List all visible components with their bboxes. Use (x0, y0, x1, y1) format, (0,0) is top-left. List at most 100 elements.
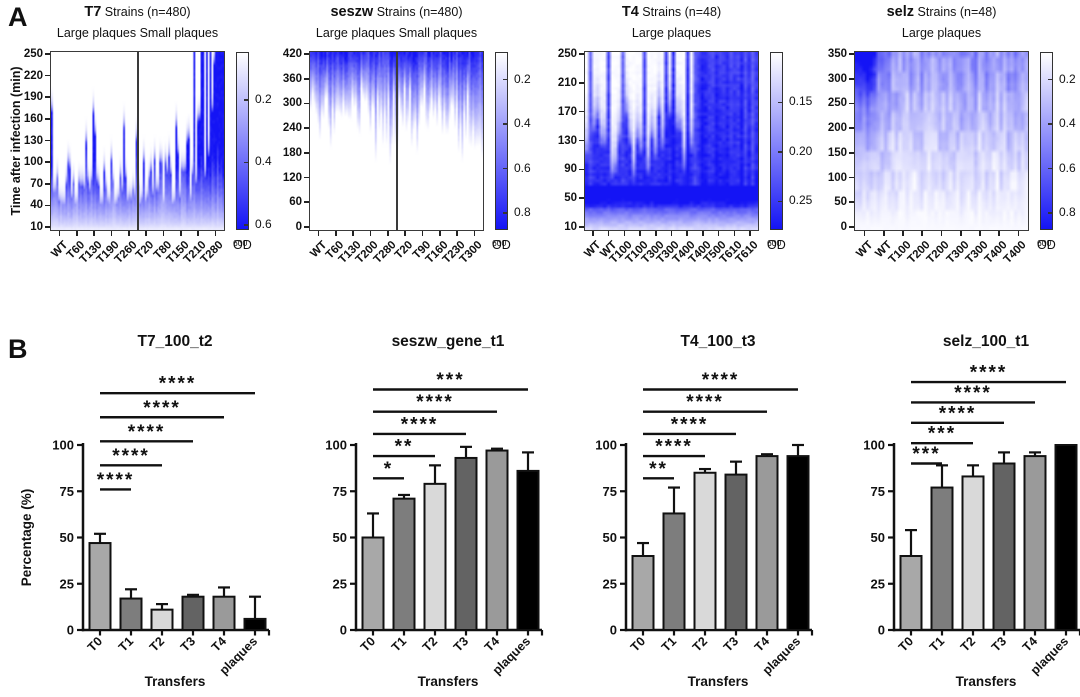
y-tick-label: 0 (610, 623, 617, 638)
y-tick-label: 75 (333, 484, 347, 499)
heatmap-canvas-t4 (584, 51, 758, 230)
y-tick-label: 200 (827, 122, 847, 135)
bar-plaques (1054, 444, 1078, 631)
y-tick-mark (578, 82, 584, 84)
y-tick-label: 240 (282, 122, 302, 135)
y-tick-mark (303, 53, 309, 55)
colorbar-tick-label: 0.8 (514, 205, 531, 220)
x-tick-label: WT (853, 239, 876, 261)
colorbar-tick-mark (503, 123, 507, 125)
y-tick-mark (303, 102, 309, 105)
bar-T4 (1023, 455, 1047, 631)
y-tick-mark (578, 226, 584, 228)
y-tick-label: 25 (333, 576, 347, 591)
y-tick-label: 250 (23, 48, 43, 60)
x-tick-label: T2 (147, 634, 167, 654)
x-tick-mark (921, 231, 924, 236)
colorbar-tick-label: 0.25 (789, 193, 813, 208)
y-tick-mark (848, 176, 854, 179)
heatmap-split-divider (395, 52, 398, 230)
heatmap-title-note: Strains (n=48) (914, 5, 997, 19)
y-tick-label: 250 (827, 97, 847, 110)
y-tick-mark (578, 110, 584, 113)
y-tick-label: 50 (60, 530, 74, 545)
bar-T1 (930, 486, 954, 631)
bar-plaques (786, 455, 810, 631)
x-tick-label: T2 (420, 634, 440, 654)
colorbar-tick-mark (1048, 123, 1052, 125)
significance-stars: **** (686, 392, 724, 413)
colorbar-tick-mark (778, 151, 782, 153)
y-tick-mark (848, 102, 854, 105)
y-tick-label: 130 (557, 134, 577, 147)
colorbar-tick-label: 0.2 (514, 71, 531, 86)
significance-stars: **** (416, 392, 454, 413)
y-tick-label: 100 (863, 438, 885, 453)
y-tick-mark (44, 182, 50, 185)
x-axis-title: Transfers (956, 674, 1017, 689)
colorbar-tick-label: 0.20 (789, 143, 813, 158)
bar-T3 (454, 456, 478, 631)
y-tick-label: 100 (52, 438, 74, 453)
x-tick-label: T1 (927, 634, 947, 654)
x-tick-mark (438, 231, 441, 236)
od-text: OD (1037, 238, 1056, 252)
x-tick-mark (639, 231, 641, 236)
y-tick-label: 60 (289, 196, 302, 209)
significance-stars: **** (97, 470, 135, 491)
bar-T0 (88, 542, 112, 631)
y-tick-label: 180 (282, 146, 302, 159)
colorbar-tick-mark (778, 101, 782, 104)
colorbar-tick-mark (244, 161, 248, 164)
y-tick-label: 300 (827, 72, 847, 85)
y-tick-label: 160 (23, 112, 43, 125)
x-tick-mark (702, 231, 704, 236)
x-tick-mark (369, 231, 372, 236)
x-axis-title: Transfers (145, 674, 206, 689)
y-tick-mark (578, 197, 584, 199)
y-tick-label: 25 (871, 576, 885, 591)
y-tick-mark (303, 226, 309, 228)
bar-chart-title: T7_100_t2 (138, 333, 213, 350)
significance-stars: *** (436, 370, 464, 391)
bar-T3 (181, 595, 205, 632)
y-tick-label: 220 (23, 69, 43, 82)
x-tick-mark (733, 231, 736, 236)
significance-stars: **** (954, 383, 992, 404)
heatmap-title-note: Strains (n=48) (638, 5, 722, 19)
significance-stars: *** (912, 444, 940, 465)
y-tick-label: 50 (834, 196, 847, 209)
heatmap-t4: T4 Strains (n=48) Large plaques 250 210 170 1… (540, 0, 813, 330)
y-tick-mark (303, 77, 309, 80)
y-tick-label: 0 (878, 623, 885, 638)
heatmap-title-name: selz (886, 4, 915, 20)
x-tick-label: T3 (178, 634, 198, 654)
y-tick-label: 75 (871, 484, 885, 499)
x-tick-label: T4 (209, 634, 229, 654)
y-tick-mark (578, 168, 584, 171)
y-tick-label: 360 (282, 72, 302, 85)
panel-a-label: A (8, 2, 28, 32)
x-tick-mark (421, 231, 424, 236)
bar-T0 (631, 555, 655, 631)
colorbar-tick-mark (244, 99, 248, 101)
colorbar-tick-mark (1048, 212, 1052, 214)
x-tick-mark (902, 231, 904, 236)
y-tick-label: 50 (603, 530, 617, 545)
significance-stars: *** (928, 424, 956, 445)
bar-chart-title: T4_100_t3 (681, 333, 756, 350)
bar-T3 (724, 473, 748, 631)
y-tick-mark (44, 139, 50, 142)
x-tick-mark (1017, 231, 1020, 236)
y-tick-label: 10 (30, 221, 43, 233)
significance-stars: **** (671, 414, 709, 435)
od-subscript: 600 (233, 238, 248, 248)
x-tick-label: T3 (721, 634, 741, 654)
x-tick-label: T3 (989, 634, 1009, 654)
x-tick-mark (110, 231, 113, 236)
heatmap-title-name: seszw (330, 4, 374, 20)
x-tick-mark (93, 231, 96, 236)
y-tick-label: 50 (333, 530, 347, 545)
y-tick-label: 170 (557, 105, 577, 118)
y-tick-label: 150 (827, 146, 847, 159)
